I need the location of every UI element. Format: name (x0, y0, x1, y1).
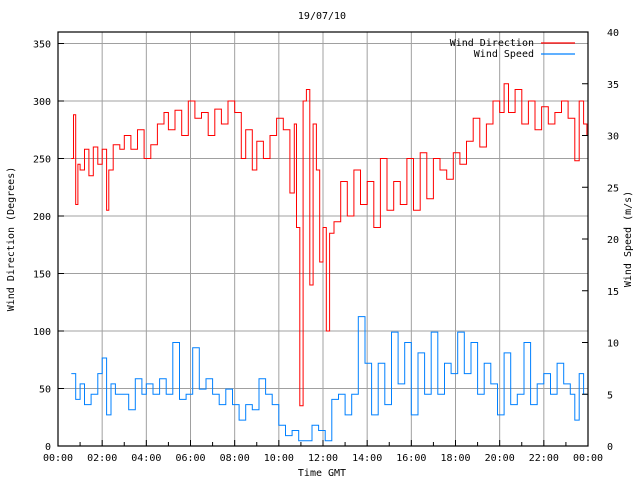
legend-label-direction: Wind Direction (450, 38, 534, 49)
x-tick-label: 06:00 (175, 453, 205, 464)
x-tick-label: 10:00 (264, 453, 294, 464)
x-tick-label: 02:00 (87, 453, 117, 464)
y2-tick-label: 15 (607, 287, 619, 298)
chart-title: 19/07/10 (298, 11, 346, 22)
x-tick-label: 00:00 (43, 453, 73, 464)
x-tick-label: 14:00 (352, 453, 382, 464)
y2-axis-label: Wind Speed (m/s) (623, 191, 634, 287)
x-axis-label: Time GMT (298, 468, 346, 479)
axis-ticks: 00:00 02:00 04:00 06:00 08:00 10:00 12:00 14:00… (33, 28, 619, 464)
y-tick-label: 100 (33, 327, 51, 338)
x-tick-label: 22:00 (529, 453, 559, 464)
y-tick-label: 300 (33, 97, 51, 108)
y-tick-label: 200 (33, 212, 51, 223)
legend-label-speed: Wind Speed (474, 49, 534, 60)
y-tick-label: 250 (33, 155, 51, 166)
y-tick-label: 0 (45, 442, 51, 453)
y2-tick-label: 35 (607, 80, 619, 91)
x-tick-label: 12:00 (308, 453, 338, 464)
y2-tick-label: 20 (607, 235, 619, 246)
legend: Wind Direction Wind Speed (450, 38, 575, 60)
x-tick-label: 08:00 (220, 453, 250, 464)
x-tick-label: 04:00 (131, 453, 161, 464)
x-tick-label: 20:00 (485, 453, 515, 464)
wind-speed-line (71, 316, 587, 442)
y-tick-label: 50 (39, 385, 51, 396)
series-layer (71, 83, 588, 442)
y2-tick-label: 5 (607, 390, 613, 401)
y-tick-label: 150 (33, 270, 51, 281)
x-tick-label: 18:00 (440, 453, 470, 464)
y-axis-label: Wind Direction (Degrees) (6, 167, 17, 312)
wind-direction-line (71, 83, 588, 407)
y2-tick-label: 30 (607, 132, 619, 143)
y-tick-label: 350 (33, 40, 51, 51)
y2-tick-label: 25 (607, 183, 619, 194)
y2-tick-label: 10 (607, 339, 619, 350)
y2-tick-label: 0 (607, 442, 613, 453)
y2-tick-label: 40 (607, 28, 619, 39)
x-tick-label: 16:00 (396, 453, 426, 464)
x-tick-label: 00:00 (573, 453, 603, 464)
